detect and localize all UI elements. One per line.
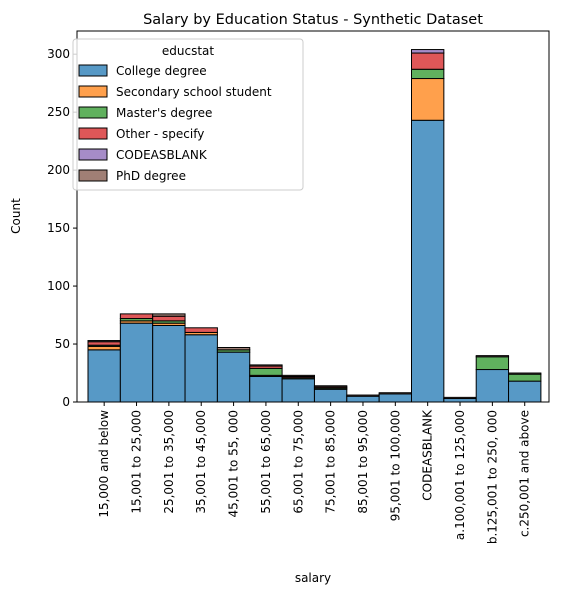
legend-swatch (78, 85, 108, 98)
legend-box (72, 38, 304, 191)
bar-segment (508, 372, 542, 375)
legend-swatch (78, 106, 108, 119)
x-axis-label: salary (295, 571, 331, 585)
x-tick-label: 15,000 and below (97, 410, 111, 518)
x-tick-label: 65,001 to 75,000 (291, 410, 305, 514)
bar-segment (508, 380, 542, 403)
legend-label: Master's degree (116, 106, 212, 120)
bar-segment (411, 68, 445, 80)
legend: educstat College degree Secondary school s… (72, 38, 304, 191)
bar-segment (443, 396, 477, 400)
bar-segment (346, 395, 380, 403)
bars-group (87, 49, 542, 403)
bar-segment (313, 388, 348, 403)
bar-segment (346, 394, 380, 397)
bar-segment (475, 355, 510, 358)
plot-frame (76, 30, 550, 403)
bar-segment (87, 349, 121, 403)
y-axis-label: Count (9, 198, 23, 234)
bar-segment (87, 345, 121, 351)
bar-segment (411, 49, 445, 54)
chart-title: Salary by Education Status - Synthetic D… (143, 12, 483, 28)
legend-label: Secondary school student (116, 85, 272, 99)
bar-segment (87, 341, 121, 346)
x-tick-label: 75,001 to 85,000 (324, 410, 338, 514)
bar-segment (152, 315, 186, 322)
bar-segment (249, 364, 283, 367)
bar-segment (152, 313, 186, 317)
bar-segment (313, 385, 348, 388)
legend-swatch (78, 64, 108, 77)
bar-segment (119, 322, 154, 403)
bar-segment (443, 398, 477, 403)
y-tick-label: 300 (47, 47, 70, 61)
x-tick-label: CODEASBLANK (421, 409, 435, 501)
bar-segment (184, 327, 218, 333)
x-axis: 15,000 and below 15,001 to 25,000 25,001 t… (97, 402, 532, 544)
x-tick-label: 25,001 to 35,000 (162, 410, 176, 514)
x-tick-label: 95,001 to 100,000 (388, 410, 402, 521)
x-tick-label: 85,001 to 95,000 (356, 410, 370, 514)
y-tick-label: 50 (55, 337, 70, 351)
bar-segment (475, 356, 510, 371)
bar-segment (411, 78, 445, 121)
y-tick-label: 250 (47, 105, 70, 119)
bar-segment (249, 375, 283, 403)
x-tick-label: b.125,001 to 250, 000 (485, 410, 499, 544)
x-tick-label: c.250,001 and above (518, 410, 532, 537)
legend-swatch (78, 127, 108, 140)
bar-segment (475, 369, 510, 403)
bar-segment (378, 392, 412, 395)
legend-label: College degree (116, 64, 207, 78)
bar-segment (184, 334, 218, 403)
legend-title: educstat (162, 44, 215, 58)
bar-segment (87, 340, 121, 343)
x-tick-label: 35,001 to 45,000 (194, 410, 208, 514)
y-tick-label: 100 (47, 279, 70, 293)
x-tick-label: 45,001 to 55, 000 (227, 410, 241, 517)
legend-label: Other - specify (116, 127, 204, 141)
y-tick-label: 150 (47, 221, 70, 235)
legend-label: PhD degree (116, 169, 186, 183)
bar-segment (508, 373, 542, 382)
bar-segment (249, 367, 283, 376)
x-tick-label: a.100,001 to 125,000 (453, 410, 467, 540)
legend-swatch (78, 148, 108, 161)
bar-segment (152, 324, 186, 403)
legend-swatch (78, 169, 108, 182)
bar-segment (411, 52, 445, 70)
bar-segment (119, 313, 154, 320)
bar-segment (411, 119, 445, 403)
x-tick-label: 15,001 to 25,000 (130, 410, 144, 514)
bar-segment (216, 347, 251, 351)
bar-segment (216, 351, 251, 403)
y-tick-label: 200 (47, 163, 70, 177)
bar-segment (281, 378, 315, 403)
y-tick-label: 0 (62, 395, 70, 409)
y-axis: 0 50 100 150 200 250 300 (47, 47, 77, 409)
bar-segment (281, 374, 315, 377)
legend-label: CODEASBLANK (116, 148, 208, 162)
x-tick-label: 55,001 to 65,000 (259, 410, 273, 514)
bar-segment (378, 393, 412, 403)
